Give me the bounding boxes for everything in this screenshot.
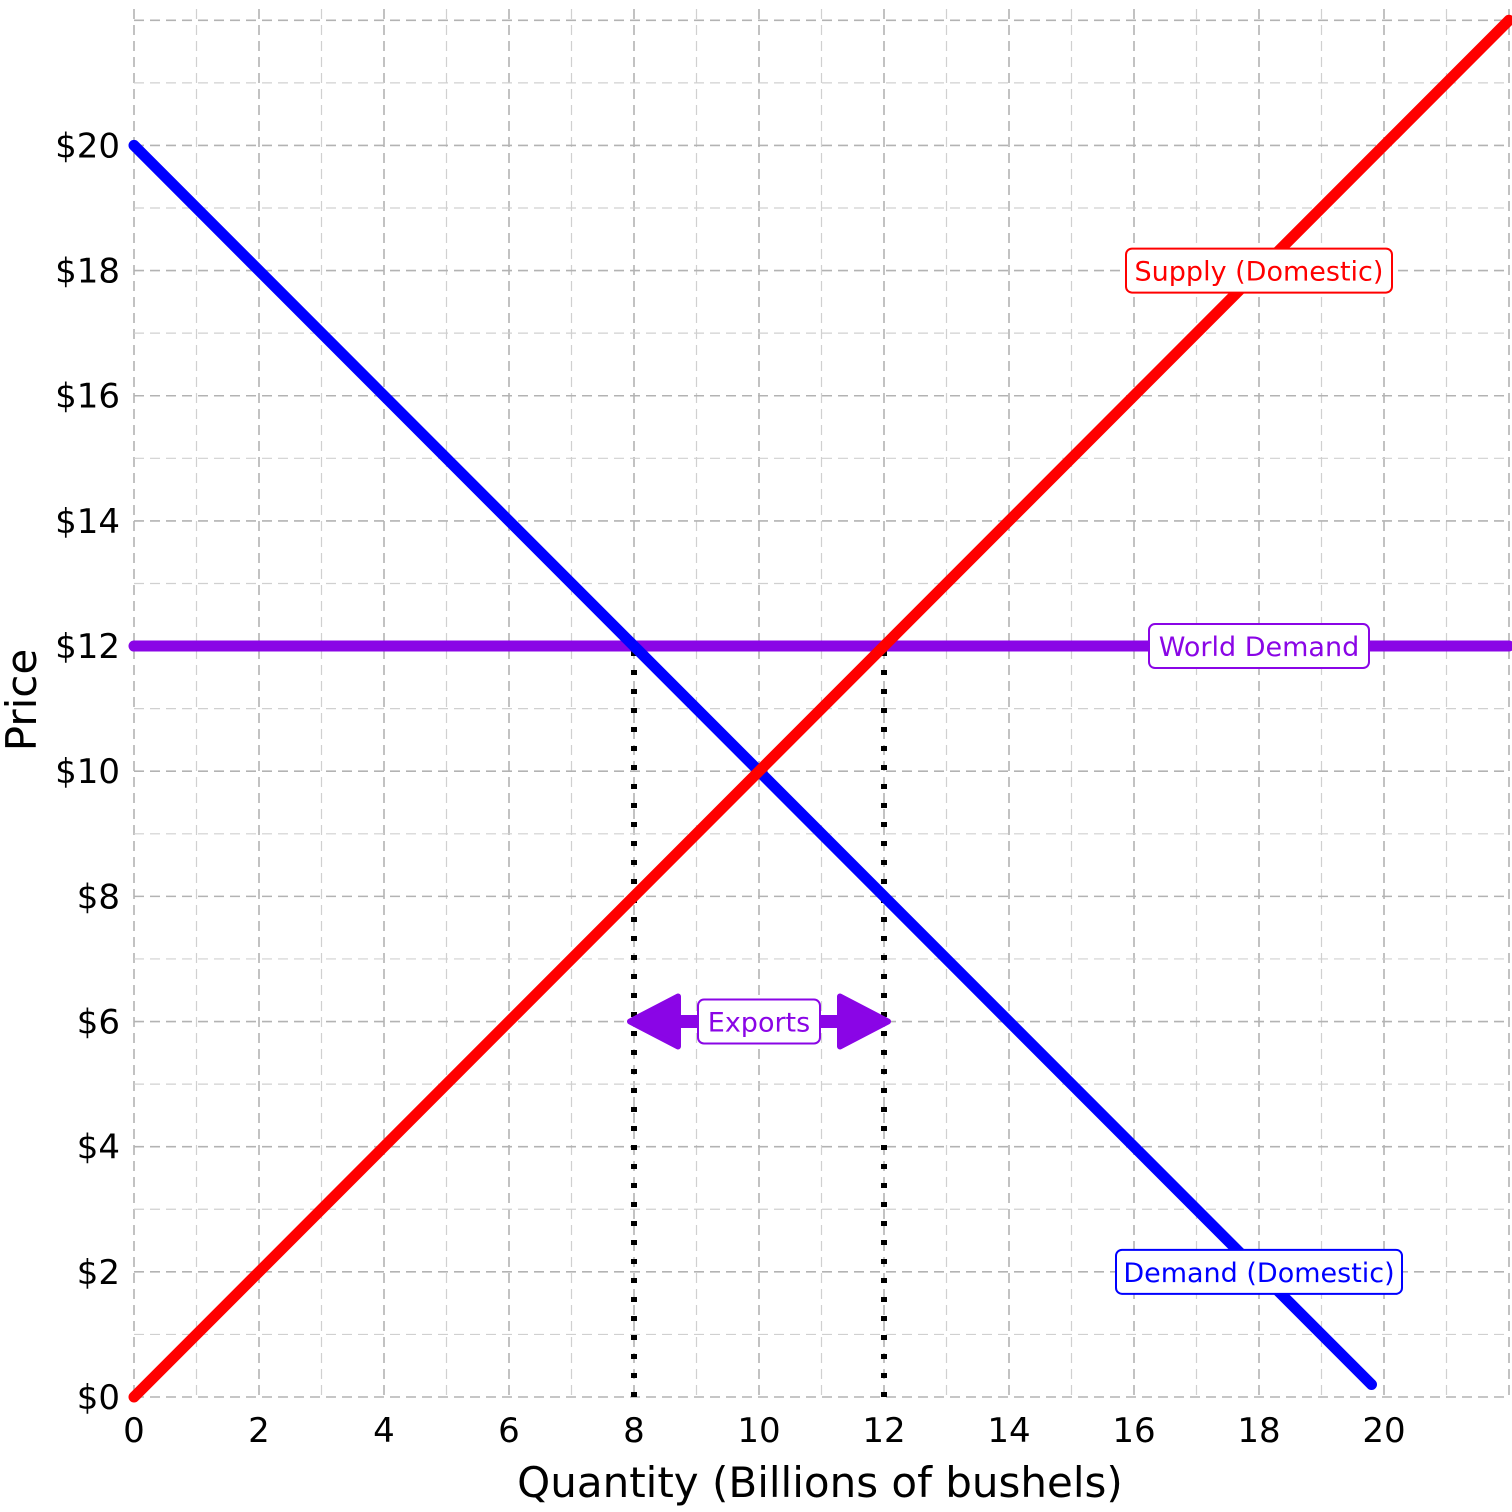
demand-domestic-label-box bbox=[1115, 1248, 1403, 1295]
x-tick-label: 14 bbox=[987, 1411, 1030, 1451]
x-tick-label: 6 bbox=[498, 1411, 520, 1451]
x-axis-title: Quantity (Billions of bushels) bbox=[517, 1458, 1123, 1507]
y-tick-label: $2 bbox=[77, 1253, 120, 1293]
y-tick-label: $0 bbox=[77, 1378, 120, 1418]
x-tick-label: 10 bbox=[737, 1411, 780, 1451]
y-tick-label: $6 bbox=[77, 1003, 120, 1043]
exports-label: Exports bbox=[708, 1008, 810, 1039]
x-tick-label: 20 bbox=[1362, 1411, 1405, 1451]
tick-labels: 0 2 4 6 8 10 12 14 16 18 20 $0 $2 $4 $6 $8 $10 $12 $14 $16 $… bbox=[55, 126, 1406, 1451]
world-demand-label-box bbox=[1148, 623, 1370, 670]
y-tick-label: $18 bbox=[55, 252, 120, 292]
x-tick-label: 4 bbox=[373, 1411, 395, 1451]
y-tick-label: $4 bbox=[77, 1128, 120, 1168]
exports-arrow-left-head bbox=[627, 993, 681, 1050]
y-axis-title: Price bbox=[0, 649, 46, 751]
annotations: Exports bbox=[627, 993, 891, 1050]
x-tick-label: 12 bbox=[862, 1411, 905, 1451]
exports-arrow-right-head bbox=[837, 993, 891, 1050]
world-demand-label: World Demand bbox=[1159, 632, 1359, 663]
supply-domestic-label: Supply (Domestic) bbox=[1135, 257, 1384, 288]
x-tick-label: 8 bbox=[623, 1411, 645, 1451]
x-tick-label: 2 bbox=[248, 1411, 270, 1451]
x-tick-label: 16 bbox=[1112, 1411, 1155, 1451]
y-tick-label: $10 bbox=[55, 752, 120, 792]
y-tick-label: $20 bbox=[55, 126, 120, 166]
y-tick-label: $12 bbox=[55, 627, 120, 667]
exports-label-box bbox=[697, 998, 821, 1045]
demand-domestic-label: Demand (Domestic) bbox=[1123, 1258, 1394, 1289]
supply-domestic-label-box bbox=[1125, 247, 1393, 294]
x-tick-label: 18 bbox=[1237, 1411, 1280, 1451]
y-tick-label: $8 bbox=[77, 877, 120, 917]
curve-labels: Supply (Domestic) World Demand Demand (Dom… bbox=[1115, 247, 1403, 1295]
grid bbox=[133, 9, 1510, 1398]
series-line-demand-domestic bbox=[128, 139, 1377, 1390]
x-tick-label: 0 bbox=[123, 1411, 145, 1451]
y-tick-label: $14 bbox=[55, 502, 120, 542]
y-tick-label: $16 bbox=[55, 377, 120, 417]
